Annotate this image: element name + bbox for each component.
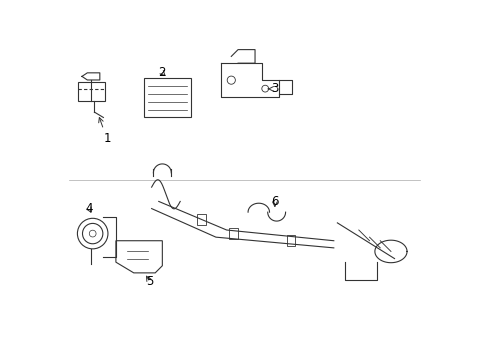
Text: 6: 6 (270, 195, 278, 208)
Text: 3: 3 (268, 82, 278, 95)
Text: 4: 4 (85, 202, 93, 215)
Bar (229, 228, 238, 239)
Bar (144, 78, 191, 117)
Bar (78, 82, 105, 102)
Bar (197, 214, 205, 225)
Text: 1: 1 (99, 118, 110, 145)
Text: 2: 2 (158, 66, 166, 79)
Text: 5: 5 (146, 275, 153, 288)
Bar (286, 235, 295, 246)
